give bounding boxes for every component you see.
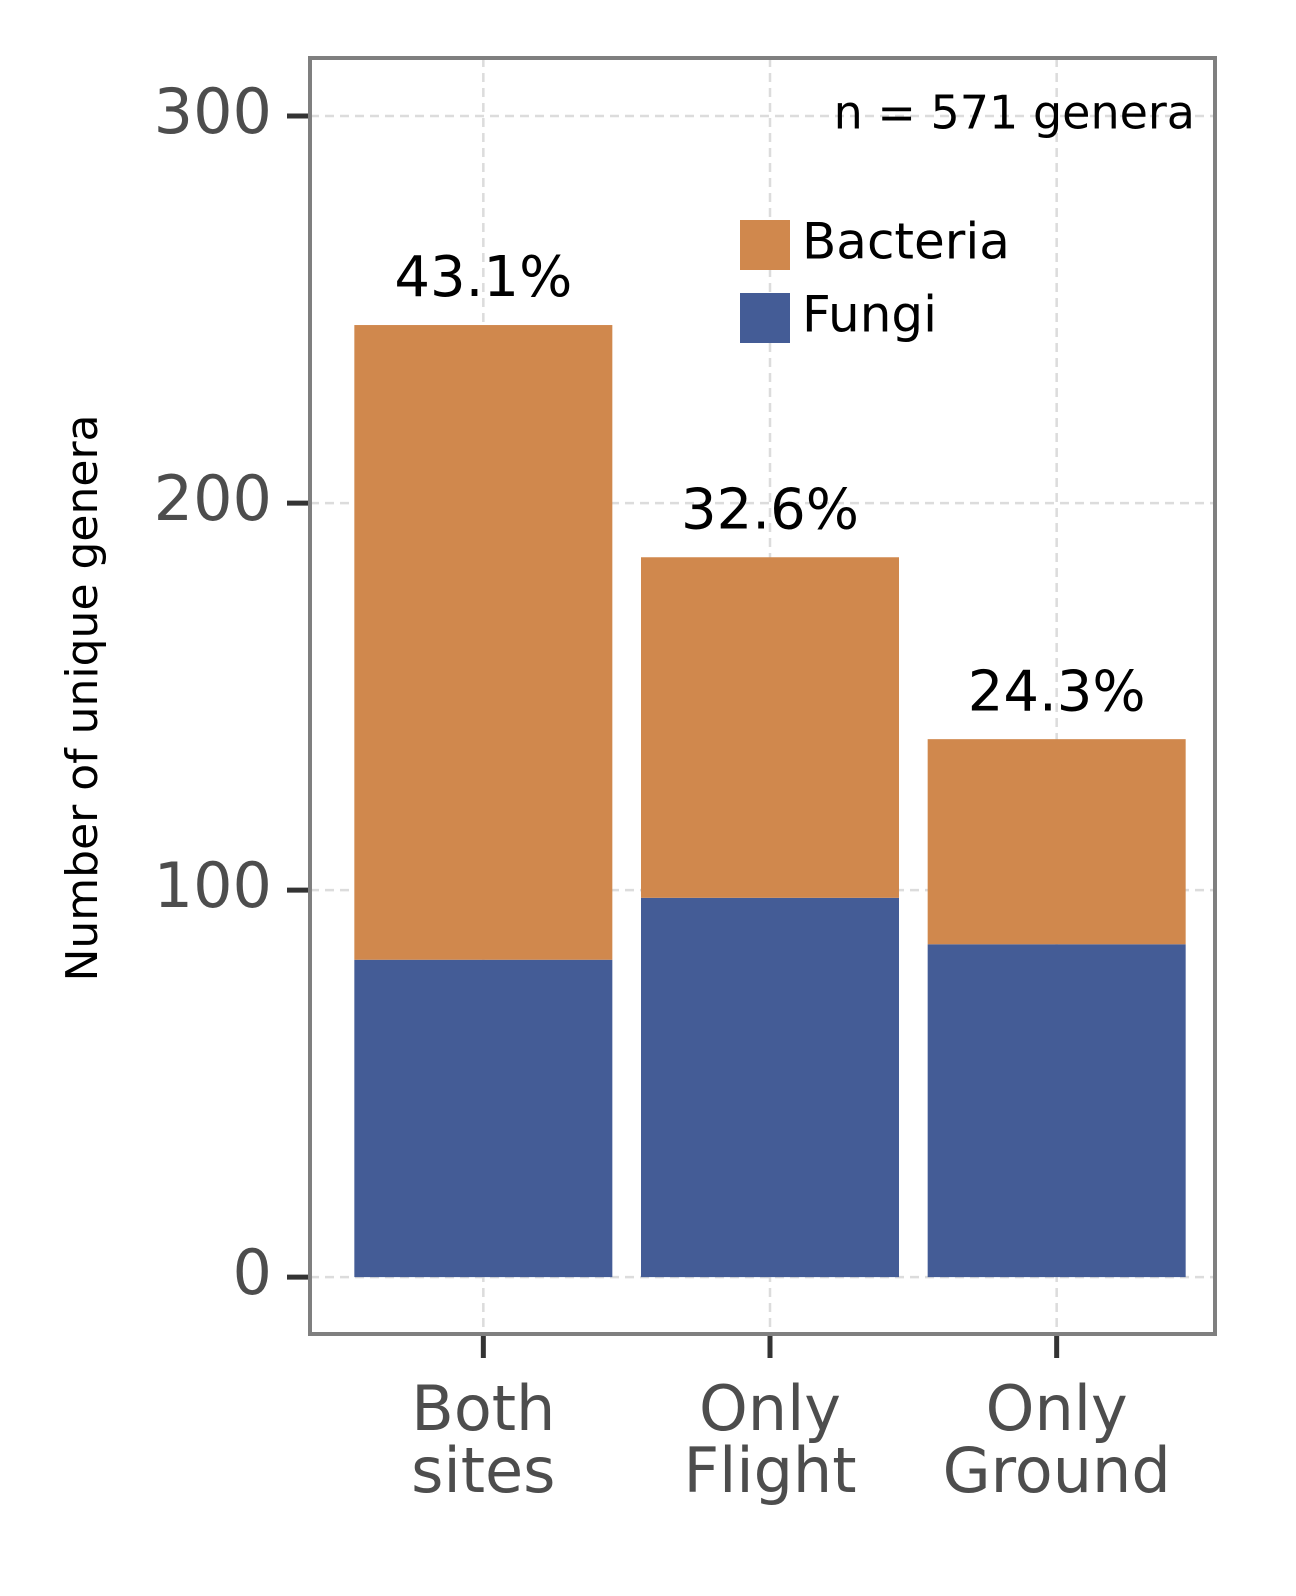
legend-key [740,220,790,270]
y-tick-label: 300 [154,75,272,148]
bar-segment [354,325,613,960]
bar-label: 24.3% [968,659,1146,724]
y-tick-label: 0 [233,1236,272,1309]
legend-label: Bacteria [802,213,1010,271]
y-tick-label: 100 [154,849,272,922]
x-tick-label: Only Flight [683,1372,857,1507]
x-tick-label: Both sites [411,1372,556,1507]
bar-label: 43.1% [394,245,572,310]
bar-segment [641,557,899,898]
x-tick-label: Only Ground [942,1372,1171,1507]
legend-key [740,293,790,343]
annotation: n = 571 genera [834,86,1195,140]
plot-border [308,56,1217,1336]
legend-label: Fungi [802,286,937,344]
bar-segment [927,739,1186,945]
y-axis-title: Number of unique genera [57,414,108,981]
bar-label: 32.6% [681,477,859,542]
bar-segment [927,944,1186,1278]
bar-segment [641,897,899,1278]
y-tick-label: 200 [154,462,272,535]
bar-segment [354,959,613,1278]
